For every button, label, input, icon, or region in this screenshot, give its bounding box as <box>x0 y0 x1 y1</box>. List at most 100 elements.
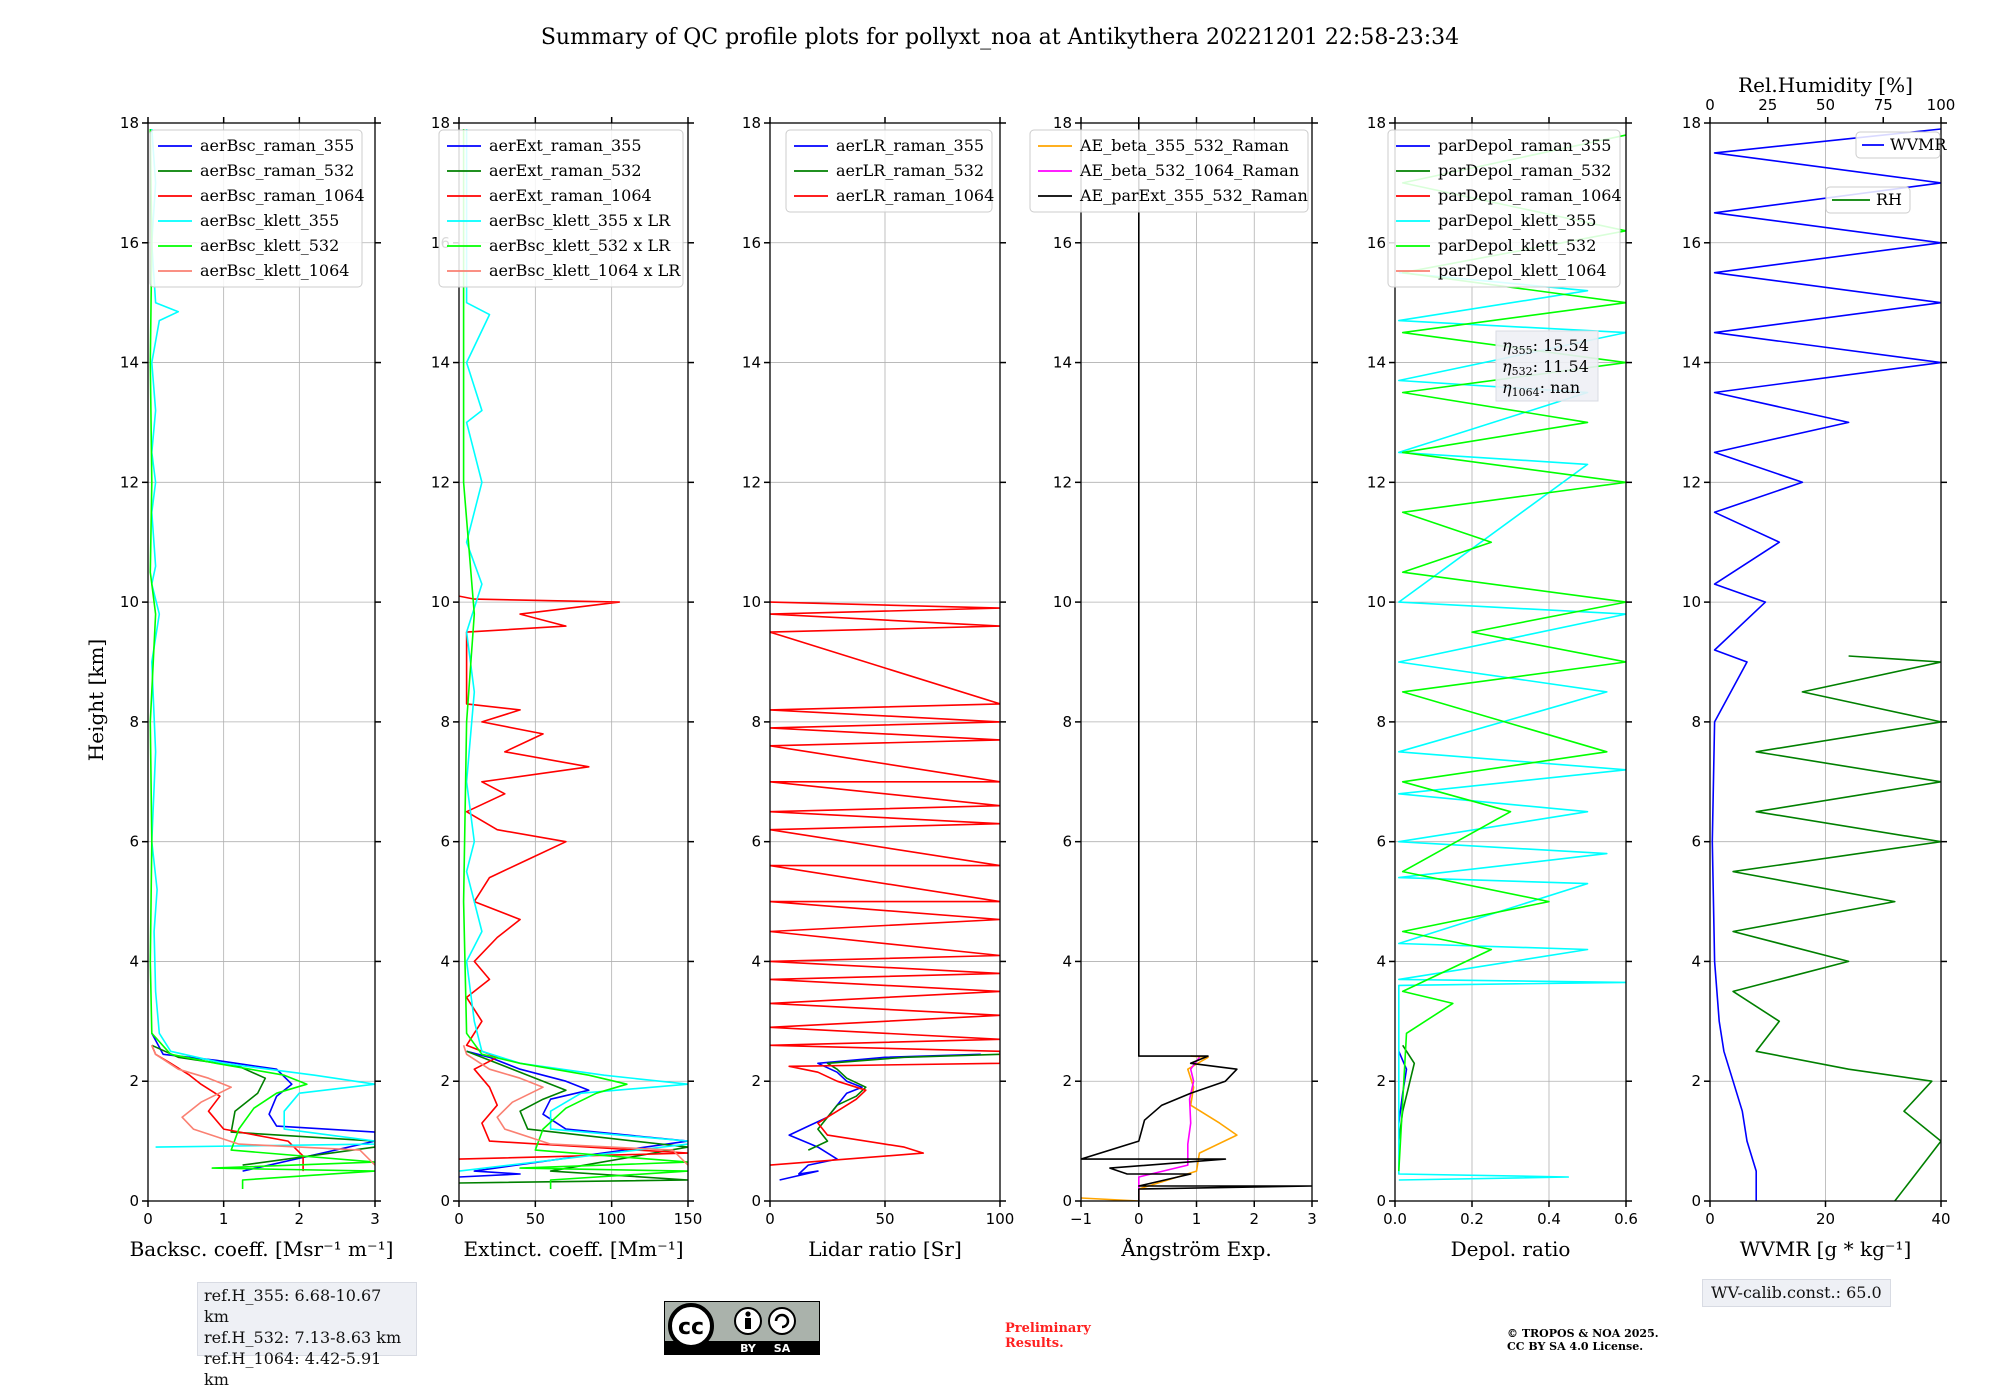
series-line-3 <box>1081 123 1312 1201</box>
y-tick-label: 10 <box>1053 593 1072 611</box>
legend-label: aerExt_raman_1064 <box>489 186 652 205</box>
plot-frame <box>1080 122 1313 1202</box>
copyright-note: © TROPOS & NOA 2025. CC BY SA 4.0 Licens… <box>1507 1327 1659 1353</box>
y-tick-label: 10 <box>1367 593 1386 611</box>
y-tick-label: 4 <box>1376 952 1386 970</box>
series-line-3 <box>770 601 1000 1166</box>
y-tick-label: 2 <box>1376 1072 1386 1090</box>
x-tick-label: 0.6 <box>1614 1210 1638 1228</box>
y-tick-label: 10 <box>431 593 450 611</box>
x-tick-label: 0.2 <box>1460 1210 1484 1228</box>
eta-line-355: η355: 15.54 <box>1502 336 1589 357</box>
x2-tick-label: 50 <box>1816 96 1835 114</box>
x-axis-label: WVMR [g * kg⁻¹] <box>1740 1237 1912 1261</box>
chart-panel-5: 0 2 4 6 8 10 12 14 16 18 0.0 0.2 0.4 0.6 Depol. ratio p… <box>1367 114 1638 1261</box>
x-tick-label: 100 <box>986 1210 1015 1228</box>
sa-share-icon <box>768 1307 796 1335</box>
x-tick-label: 1 <box>219 1210 229 1228</box>
x-tick-label: 150 <box>674 1210 703 1228</box>
legend-box <box>1855 131 1941 159</box>
legend-label: aerBsc_raman_1064 <box>200 186 365 205</box>
series-group <box>1081 123 1312 1201</box>
y-tick-label: 2 <box>1062 1072 1072 1090</box>
legend-label: aerBsc_klett_1064 x LR <box>489 261 681 280</box>
ref-height-532: ref.H_532: 7.13-8.63 km <box>204 1328 402 1347</box>
x-tick-label: 3 <box>1307 1210 1317 1228</box>
series-line-2 <box>1732 655 1941 1201</box>
series-line-4 <box>1398 271 1626 1181</box>
y-tick-label: 2 <box>440 1072 450 1090</box>
legend-label: AE_parExt_355_532_Raman <box>1079 186 1308 205</box>
qc-profile-figure: Summary of QC profile plots for pollyxt_… <box>84 25 1955 1261</box>
y-tick-label: 14 <box>742 354 761 372</box>
legend-label: aerBsc_klett_532 <box>200 236 339 255</box>
legend-label: aerBsc_klett_355 <box>200 211 339 230</box>
by-person-head <box>745 1311 751 1317</box>
plot-frame <box>769 122 1001 1202</box>
y-tick-label: 18 <box>742 114 761 132</box>
series-group <box>1711 128 1941 1201</box>
y-tick-label: 6 <box>129 833 139 851</box>
cc-by-sa-badge[interactable]: cc BY SA <box>664 1301 820 1355</box>
legend-label: parDepol_klett_355 <box>1438 211 1596 230</box>
legend-wvmr: WVMR <box>1855 131 1947 159</box>
y-tick-label: 6 <box>751 833 761 851</box>
series-line-6 <box>151 1044 375 1166</box>
copyright-line-1: © TROPOS & NOA 2025. <box>1507 1327 1659 1340</box>
y-tick-label: 0 <box>440 1192 450 1210</box>
eta-line-1064: η1064: nan <box>1502 378 1580 399</box>
x-tick-label: 40 <box>1931 1210 1950 1228</box>
series-line-4 <box>459 129 688 1172</box>
y-tick-label: 6 <box>440 833 450 851</box>
x-tick-label: 0 <box>454 1210 464 1228</box>
plot-frame <box>147 122 376 1202</box>
figure-title: Summary of QC profile plots for pollyxt_… <box>541 25 1459 50</box>
y-tick-label: 12 <box>1053 473 1072 491</box>
y-tick-label: 8 <box>1376 713 1386 731</box>
legend-label: parDepol_raman_355 <box>1438 136 1611 155</box>
legend-label: parDepol_klett_532 <box>1438 236 1596 255</box>
x-axis-label: Depol. ratio <box>1451 1237 1571 1261</box>
series-line-5 <box>1398 134 1626 1172</box>
y-tick-label: 4 <box>129 952 139 970</box>
wv-calibration-text: WV-calib.const.: 65.0 <box>1711 1283 1882 1302</box>
eta-box <box>1495 330 1599 402</box>
y-tick-label: 8 <box>129 713 139 731</box>
x-tick-label: 2 <box>1249 1210 1259 1228</box>
legend-label: aerBsc_klett_532 x LR <box>489 236 671 255</box>
y-tick-label: 8 <box>1062 713 1072 731</box>
legend: AE_beta_355_532_Raman AE_beta_532_1064_Ra… <box>1029 129 1309 213</box>
y-tick-label: 16 <box>1053 234 1072 252</box>
legend-label: aerExt_raman_532 <box>489 161 642 180</box>
y-tick-label: 4 <box>1691 952 1701 970</box>
x-tick-label: 2 <box>295 1210 305 1228</box>
y-tick-label: 10 <box>120 593 139 611</box>
legend-label: aerBsc_klett_1064 <box>200 261 349 280</box>
legend-label: parDepol_raman_1064 <box>1438 186 1622 205</box>
legend-label: WVMR <box>1890 135 1947 154</box>
y-tick-label: 8 <box>440 713 450 731</box>
legend-label: aerLR_raman_1064 <box>836 186 994 205</box>
preliminary-line-1: Preliminary <box>1005 1321 1091 1336</box>
y-tick-label: 16 <box>1682 234 1701 252</box>
y-tick-label: 12 <box>742 473 761 491</box>
x-tick-label: 1 <box>1192 1210 1202 1228</box>
y-tick-label: 14 <box>1367 354 1386 372</box>
y-tick-label: 18 <box>431 114 450 132</box>
x-tick-label: −1 <box>1070 1210 1092 1228</box>
y-tick-label: 6 <box>1062 833 1072 851</box>
legend-box <box>785 129 993 213</box>
y-tick-label: 4 <box>751 952 761 970</box>
y-tick-label: 16 <box>120 234 139 252</box>
wv-calibration-box: WV-calib.const.: 65.0 <box>1702 1279 1891 1307</box>
chart-panel-3: 0 2 4 6 8 10 12 14 16 18 0 50 100 Lidar ratio [Sr] aer… <box>742 114 1014 1261</box>
y-tick-label: 10 <box>1682 593 1701 611</box>
series-group <box>1398 134 1626 1181</box>
y-tick-label: 12 <box>1682 473 1701 491</box>
legend-box <box>438 129 684 288</box>
by-label: BY <box>740 1342 757 1355</box>
preliminary-note: Preliminary Results. <box>1005 1321 1091 1351</box>
y-tick-label: 10 <box>742 593 761 611</box>
y-tick-label: 6 <box>1691 833 1701 851</box>
